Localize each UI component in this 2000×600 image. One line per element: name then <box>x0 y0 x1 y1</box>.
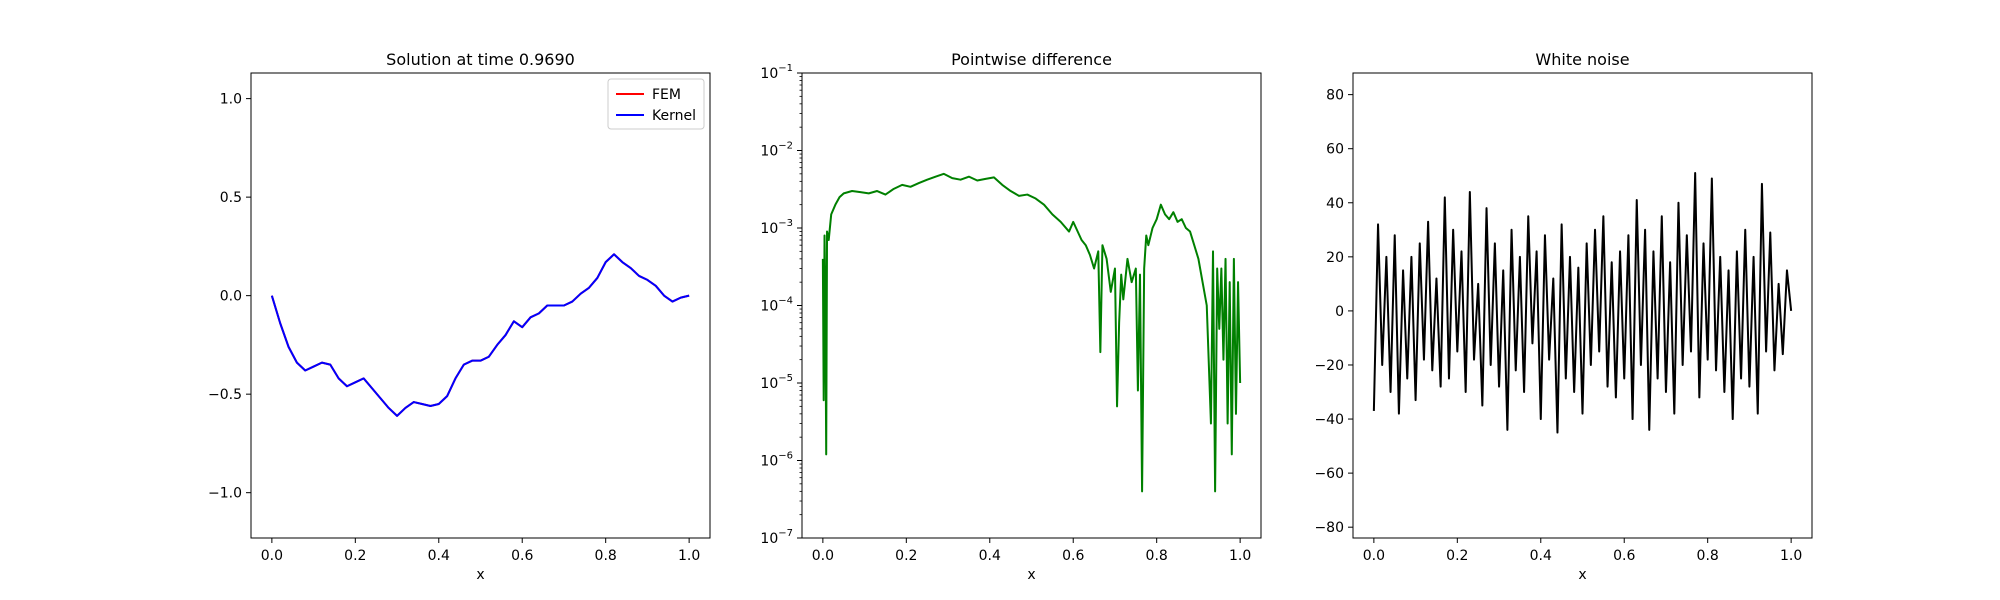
y-tick-label: 1.0 <box>220 92 242 108</box>
chart-pointwise-difference: 0.0 0.2 0.4 0.6 0.8 1.0 10−7 10−6 10−5 10−4 10−3 10… <box>760 50 1262 583</box>
data-series-line <box>821 172 1242 493</box>
y-tick-label: −40 <box>1314 412 1344 428</box>
y-tick-label: −0.5 <box>208 387 242 403</box>
x-tick-label: 1.0 <box>1780 548 1802 564</box>
y-tick-label: −1.0 <box>208 486 242 502</box>
axes-frame <box>1352 72 1813 539</box>
y-tick-label: 10−7 <box>760 528 793 547</box>
y-tick-label: 10−1 <box>760 63 793 82</box>
x-axis-label: x <box>1027 567 1035 583</box>
chart-white-noise: 0.0 0.2 0.4 0.6 0.8 1.0 −80 −60 −40 −20 0 20 40 60 80 W… <box>1314 50 1813 583</box>
y-tick-label: −20 <box>1314 358 1344 374</box>
x-tick-label: 0.4 <box>979 548 1001 564</box>
x-tick-label: 0.2 <box>1446 548 1468 564</box>
y-tick-label: 80 <box>1326 88 1344 104</box>
x-tick-label: 0.6 <box>1613 548 1635 564</box>
x-tick-label: 0.4 <box>1530 548 1552 564</box>
fem-series-line <box>270 253 690 417</box>
x-tick-label: 1.0 <box>1229 548 1251 564</box>
chart-title: Solution at time 0.9690 <box>386 50 575 69</box>
legend-label-fem: FEM <box>652 87 681 103</box>
chart-title: Pointwise difference <box>951 50 1112 69</box>
x-tick-label: 0.4 <box>428 548 450 564</box>
x-tick-label: 0.8 <box>595 548 617 564</box>
chart-title: White noise <box>1535 50 1629 69</box>
y-tick-label: 10−3 <box>760 218 793 237</box>
y-tick-label: 60 <box>1326 142 1344 158</box>
y-tick-label: 10−5 <box>760 373 793 392</box>
y-tick-label: 0.0 <box>220 289 242 305</box>
y-tick-label: 20 <box>1326 250 1344 266</box>
x-tick-label: 0.0 <box>812 548 834 564</box>
y-tick-label: 0 <box>1335 304 1344 320</box>
x-tick-label: 1.0 <box>678 548 700 564</box>
legend: FEM Kernel <box>607 78 705 130</box>
x-tick-label: 0.6 <box>1062 548 1084 564</box>
y-tick-label: −80 <box>1314 520 1344 536</box>
x-tick-label: 0.6 <box>511 548 533 564</box>
x-tick-label: 0.0 <box>1363 548 1385 564</box>
legend-label-kernel: Kernel <box>652 108 696 124</box>
y-tick-label: 10−6 <box>760 451 793 470</box>
y-tick-label: 10−2 <box>760 141 793 160</box>
x-tick-label: 0.2 <box>344 548 366 564</box>
data-series-line <box>1372 172 1793 434</box>
y-tick-label: 10−4 <box>760 296 793 315</box>
chart-solution: 0.0 0.2 0.4 0.6 0.8 1.0 −1.0 −0.5 0.0 0.5 1.0 Solut… <box>208 50 711 583</box>
x-tick-label: 0.0 <box>261 548 283 564</box>
y-tick-label: 40 <box>1326 196 1344 212</box>
axes-frame <box>801 72 1262 539</box>
x-axis-label: x <box>1578 567 1586 583</box>
axes-frame <box>250 72 711 539</box>
x-tick-label: 0.8 <box>1697 548 1719 564</box>
kernel-series-line <box>270 253 690 417</box>
x-tick-label: 0.2 <box>895 548 917 564</box>
y-tick-label: −60 <box>1314 466 1344 482</box>
x-axis-label: x <box>476 567 484 583</box>
y-tick-label: 0.5 <box>220 190 242 206</box>
x-tick-label: 0.8 <box>1146 548 1168 564</box>
legend-box <box>607 78 705 130</box>
